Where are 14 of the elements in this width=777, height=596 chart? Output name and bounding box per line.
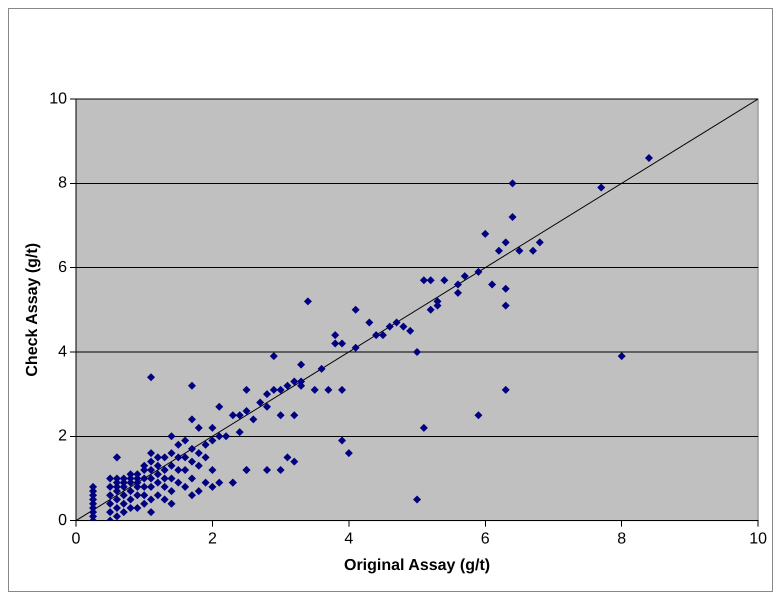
x-tick-label: 8 — [617, 530, 626, 548]
y-tick-label: 8 — [58, 174, 68, 192]
y-tick-label: 10 — [49, 90, 68, 108]
x-tick-label: 4 — [344, 530, 354, 548]
x-tick-label: 10 — [749, 530, 768, 548]
x-tick-label: 0 — [72, 530, 81, 548]
y-tick-label: 4 — [58, 343, 68, 360]
x-tick-label: 6 — [480, 530, 490, 548]
x-tick-label: 2 — [208, 530, 217, 548]
x-axis-title: Original Assay (g/t) — [344, 556, 490, 574]
y-tick-label: 2 — [58, 428, 68, 445]
y-axis-title: Check Assay (g/t) — [24, 242, 42, 377]
y-tick-label: 6 — [58, 259, 68, 276]
y-tick-label: 0 — [58, 512, 68, 530]
